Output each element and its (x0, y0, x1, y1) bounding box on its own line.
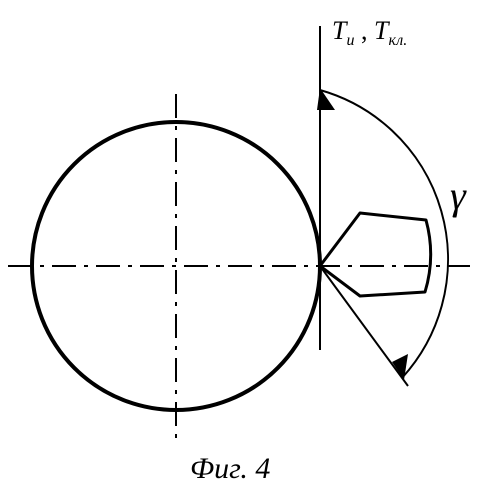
title-label: Tи , Tкл. (332, 16, 407, 50)
label-comma: , (354, 16, 374, 45)
Tkl-symbol: T (374, 16, 388, 45)
diagram-svg (0, 0, 504, 500)
figure-stage: Tи , Tкл. γ Фиг. 4 (0, 0, 504, 500)
figure-caption: Фиг. 4 (190, 452, 270, 486)
angle-lower-line (320, 266, 408, 386)
gamma-label: γ (450, 172, 466, 219)
tool-outline (320, 213, 431, 296)
Tkl-subscript: кл. (388, 32, 407, 49)
Ti-symbol: T (332, 16, 346, 45)
